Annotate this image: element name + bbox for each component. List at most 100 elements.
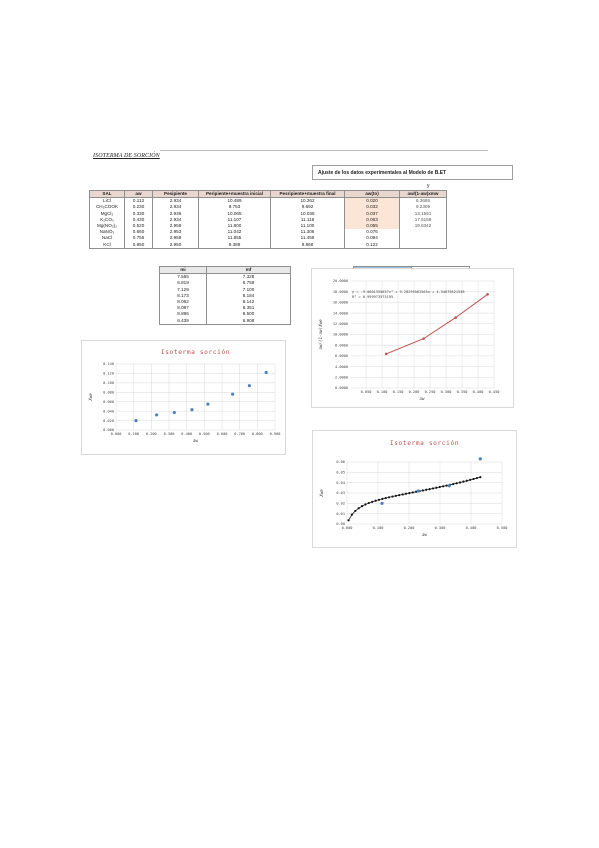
x-tick-label: 0.200 <box>409 390 420 394</box>
table-cell: 19.6342 <box>399 223 447 230</box>
y-tick-label: 20.0000 <box>333 279 348 283</box>
data-point <box>264 370 268 375</box>
column-header: aw <box>124 189 153 199</box>
y-tick-label: 16.0000 <box>333 301 348 305</box>
data-point <box>134 418 138 423</box>
table-row: Mg(NO₃)₂ 0.520 2.958 11.800 11.100 0.055 19.63… <box>89 223 447 230</box>
y-tick-label: 0.05 <box>336 471 345 475</box>
table-cell: 9.389 <box>198 241 271 249</box>
column-header: mi <box>159 265 207 275</box>
data-point <box>380 501 384 505</box>
table-cell: 17.5159 <box>399 216 447 224</box>
table-row: 8.062 8.142 <box>159 299 291 306</box>
column-header: aw(to) <box>344 189 400 199</box>
table-cell: 0.850 <box>124 241 153 249</box>
table-row: 7.129 7.100 <box>159 286 291 293</box>
table-cell: 9.868 <box>270 241 345 249</box>
fit-curve-point <box>360 505 364 508</box>
table-cell <box>399 235 447 242</box>
table-cell: 7.328 <box>206 273 291 281</box>
table-cell: 13.1591 <box>399 210 447 217</box>
x-tick-label: 0.450 <box>489 390 500 394</box>
y-tick-label: 0.06 <box>336 460 345 464</box>
fit-curve-point <box>455 482 458 485</box>
table-cell: 10.489 <box>198 197 271 205</box>
series-line <box>385 293 488 355</box>
fit-curve-point <box>350 513 354 516</box>
x-tick-label: 0.300 <box>164 432 175 436</box>
fit-curve-point <box>475 476 479 480</box>
table-cell: 6.758 <box>206 280 291 287</box>
y-tick-label: 0.02 <box>336 502 345 506</box>
table-row: 6.439 6.908 <box>159 317 291 325</box>
bet-fit-title: Ajuste de los datos experimentales al Mo… <box>312 165 513 180</box>
fit-curve-point <box>435 486 438 489</box>
x-tick-label: 0.400 <box>181 432 192 436</box>
fit-curve-point <box>438 485 441 489</box>
fit-curve-point <box>465 479 468 482</box>
y-tick-label: 0.020 <box>103 419 114 423</box>
x-tick-label: 0.400 <box>473 390 484 394</box>
table-row: KCl 0.850 2.950 9.389 9.868 0.122 <box>89 241 447 249</box>
x-tick-label: 0.200 <box>146 432 157 436</box>
table-cell: 2.950 <box>152 241 199 249</box>
fit-curve-line <box>348 476 481 521</box>
y-tick-label: 14.0000 <box>333 311 348 315</box>
y-tick-label: 8.0000 <box>335 343 348 347</box>
table-cell: 0.113 <box>124 197 153 205</box>
data-point <box>155 413 159 417</box>
table-cell: 2.934 <box>152 197 199 205</box>
isotherm-chart-1-svg: Isoterma sorción 0.000 0.020 0.040 0.060 0.08… <box>88 348 280 443</box>
x-tick-label: 0.250 <box>425 390 436 394</box>
mass-table: mi mf 7.555 7.328 6.819 6.758 7.129 7.100 8.173… <box>159 265 291 325</box>
data-point <box>486 292 489 296</box>
data-point <box>422 337 425 340</box>
table-cell: 9.2309 <box>399 204 447 211</box>
fit-curve-point <box>394 494 397 497</box>
y-tick-label: 0.040 <box>103 409 114 413</box>
y-tick-label: 0.04 <box>336 481 345 485</box>
fit-curve-point <box>421 489 424 492</box>
table-cell: 0.020 <box>344 197 400 205</box>
x-tick-label: 0.700 <box>234 432 245 436</box>
table-cell: 7.100 <box>206 286 291 293</box>
table-cell: 8.142 <box>206 299 291 306</box>
x-tick-label: 0.050 <box>361 390 372 394</box>
fit-curve-point <box>374 499 377 502</box>
x-tick-label: 0.000 <box>342 526 353 530</box>
table-row: LiCl 0.113 2.934 10.489 10.262 0.020 6.3686 <box>89 197 447 205</box>
table-cell: 10.262 <box>270 197 345 205</box>
bet-linear-chart: 0.0000 2.0000 4.0000 6.0000 8.0000 10.0000 12.… <box>311 268 514 408</box>
isotherm-chart-2-svg: Isoterma sorción 0.00 0.01 0.02 0.03 0.04 0.05… <box>319 439 508 537</box>
chart-title: Isoterma sorción <box>390 439 459 447</box>
column-header: mf <box>206 265 291 275</box>
y-tick-label: 0.0000 <box>335 386 348 390</box>
y-tick-label: 0.03 <box>336 491 345 495</box>
y-tick-label: 0.000 <box>103 428 114 432</box>
y-tick-label: 0.060 <box>103 400 114 404</box>
fit-curve-point <box>381 497 384 501</box>
data-point <box>454 316 457 319</box>
x-tick-label: 0.100 <box>128 432 139 436</box>
x-tick-label: 0.200 <box>404 526 415 530</box>
fit-curve-point <box>415 490 418 493</box>
y-tick-label: 4.0000 <box>335 365 348 369</box>
y-tick-label: 0.01 <box>336 512 345 516</box>
fit-curve-point <box>367 501 370 505</box>
x-tick-label: 0.300 <box>435 526 446 530</box>
fit-curve-point <box>469 478 472 482</box>
x-tick-label: 0.350 <box>457 390 468 394</box>
table-row: 7.555 7.328 <box>159 273 291 281</box>
fit-curve-point <box>452 482 455 486</box>
x-tick-label: 0.500 <box>497 526 508 530</box>
fit-curve-point <box>479 475 482 479</box>
y-tick-label: 12.0000 <box>333 322 348 326</box>
fit-curve-point <box>408 492 411 495</box>
data-point <box>172 410 176 415</box>
x-axis-label: aw <box>419 396 425 401</box>
column-header: Pesripiente+muestra final <box>270 189 345 199</box>
x-tick-label: 0.000 <box>111 432 122 436</box>
y-tick-label: 0.120 <box>103 372 114 376</box>
fit-curve-point <box>425 488 428 491</box>
fit-curve-point <box>377 498 381 501</box>
